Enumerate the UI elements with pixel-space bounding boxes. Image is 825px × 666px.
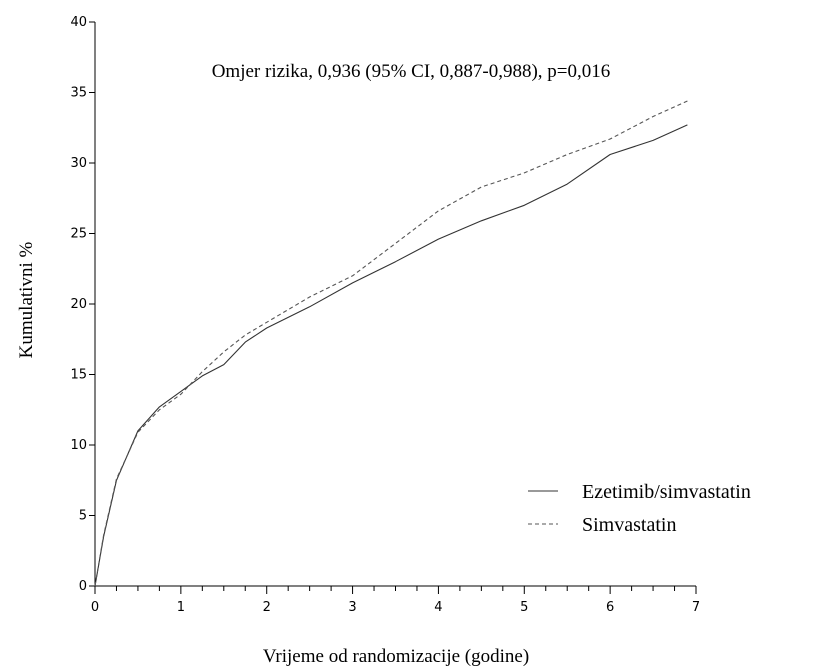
y-tick-label: 0: [79, 579, 87, 594]
annotation-text: Omjer rizika, 0,936 (95% CI, 0,887-0,988…: [212, 61, 611, 82]
y-tick-label: 30: [70, 156, 87, 171]
y-tick-label: 25: [70, 227, 87, 242]
legend: Ezetimib/simvastatin Simvastatin: [528, 481, 751, 536]
x-tick-label: 3: [348, 600, 356, 615]
y-tick-label: 40: [70, 15, 87, 30]
axes: 0 5 10 15 20 25 30 35 40 0 1 2 3 4 5 6 7: [70, 15, 700, 615]
x-tick-label: 1: [177, 600, 185, 615]
legend-label-ezetimib-simvastatin: Ezetimib/simvastatin: [582, 481, 751, 503]
series-layer: [94, 100, 688, 587]
y-axis-label: Kumulativni %: [16, 242, 37, 359]
y-tick-label: 20: [70, 297, 87, 312]
x-axis-label: Vrijeme od randomizacije (godine): [263, 646, 529, 666]
y-tick-label: 10: [70, 438, 87, 453]
y-tick-label: 35: [70, 86, 87, 101]
x-tick-label: 7: [692, 600, 700, 615]
legend-label-simvastatin: Simvastatin: [582, 514, 676, 536]
y-tick-label: 5: [79, 509, 87, 524]
x-tick-label: 5: [520, 600, 528, 615]
x-tick-label: 0: [91, 600, 99, 615]
y-tick-label: 15: [70, 368, 87, 383]
x-tick-label: 4: [434, 600, 442, 615]
x-tick-label: 2: [263, 600, 271, 615]
x-tick-label: 6: [606, 600, 614, 615]
series-line-ezetimib-simvastatin: [94, 124, 688, 587]
